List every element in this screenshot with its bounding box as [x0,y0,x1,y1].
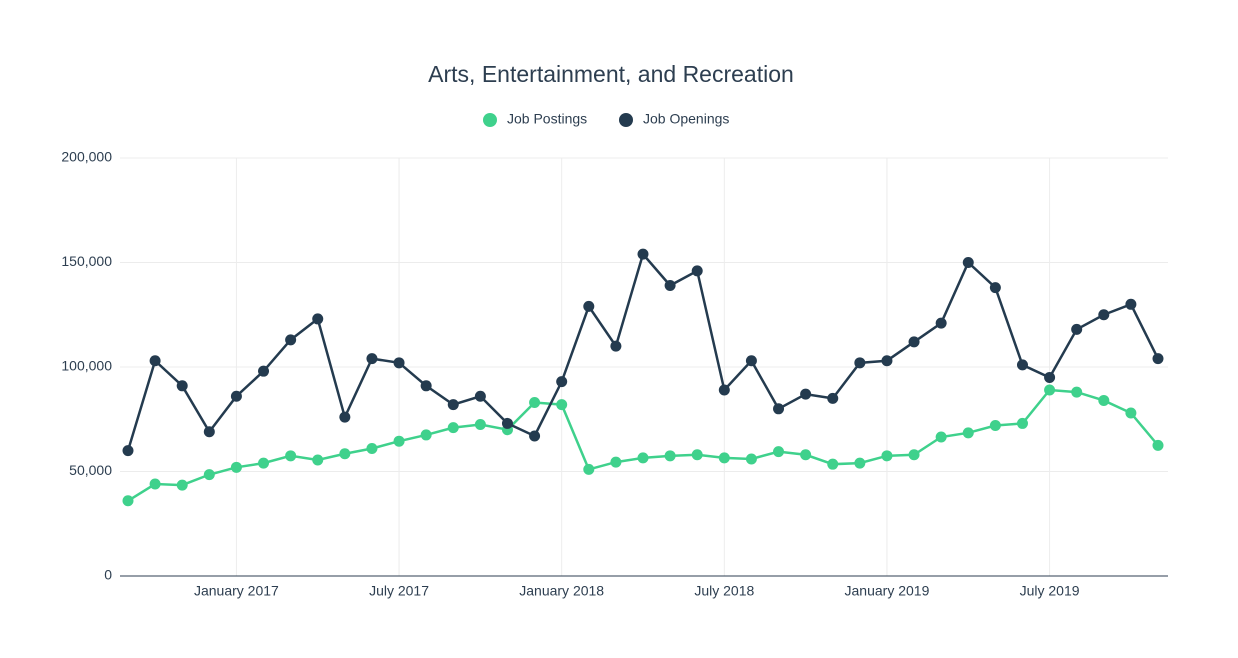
y-tick-label: 150,000 [61,253,112,269]
point [529,430,541,442]
point [203,469,215,481]
legend-label: Job Postings [507,111,587,127]
point [285,450,297,462]
point [501,417,513,429]
point [393,435,405,447]
point [1044,384,1056,396]
x-tick-label: July 2019 [1020,583,1080,599]
y-tick-label: 200,000 [61,149,112,165]
point [529,397,541,409]
point [1016,417,1028,429]
point [962,257,974,268]
point [1071,386,1083,398]
point [637,248,649,260]
point [745,355,757,367]
point [1125,298,1137,310]
point [258,365,270,377]
point [854,457,866,469]
chart-title: Arts, Entertainment, and Recreation [428,61,794,87]
x-tick-label: July 2017 [369,583,429,599]
point [935,317,947,329]
point [285,334,297,346]
point [718,384,730,396]
x-tick-label: January 2018 [519,583,604,599]
point [149,355,161,367]
series-line [126,251,1160,451]
point [122,495,134,507]
point [827,458,839,470]
point [258,457,270,469]
point [556,399,568,411]
point [474,390,486,402]
point [230,390,242,402]
point [854,357,866,369]
point [610,340,622,352]
point [773,446,785,458]
point [447,422,459,434]
point [827,392,839,404]
point [718,452,730,464]
point [312,454,324,466]
point [176,380,188,392]
point [773,403,785,415]
point [474,418,486,430]
point [664,279,676,291]
legend-label: Job Openings [643,111,729,127]
point [393,357,405,369]
point [989,282,1001,294]
point [447,399,459,411]
point [989,420,1001,432]
series-line [127,388,1159,502]
point [366,353,378,365]
point [1016,359,1028,371]
point [691,265,703,277]
point [1044,371,1056,383]
point [637,452,649,464]
x-tick-label: July 2018 [694,583,754,599]
point [1125,407,1137,419]
point [176,479,188,491]
point [664,450,676,462]
point [1071,323,1083,335]
point [1152,439,1164,451]
point [583,300,595,312]
point [1098,309,1110,321]
y-tick-label: 50,000 [69,462,112,478]
point [339,411,351,423]
legend-swatch [619,113,633,127]
point [339,448,351,460]
point [230,461,242,473]
point [203,426,215,438]
y-tick-label: 0 [104,567,112,583]
point [312,313,324,325]
point [122,445,134,457]
point [149,478,161,490]
point [881,450,893,462]
point [556,376,568,388]
x-tick-label: January 2017 [194,583,279,599]
y-tick-label: 100,000 [61,358,112,374]
point [610,456,622,468]
point [1152,353,1164,365]
point [962,427,974,439]
point [908,336,920,348]
point [800,388,812,400]
point [691,449,703,461]
legend-swatch [483,113,497,127]
x-tick-label: January 2019 [845,583,930,599]
point [800,449,812,461]
point [1098,394,1110,406]
point [935,431,947,443]
point [881,355,893,367]
point [420,380,432,392]
point [908,449,920,461]
point [366,443,378,455]
point [583,463,595,475]
point [745,453,757,465]
point [420,429,432,441]
